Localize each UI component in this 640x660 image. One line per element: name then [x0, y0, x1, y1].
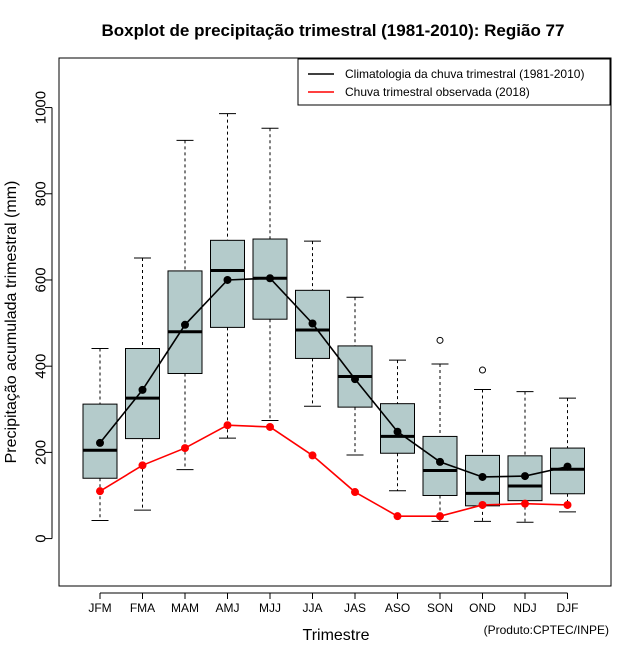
- legend-label-observed: Chuva trimestral observada (2018): [345, 85, 530, 99]
- y-tick-label: 600: [33, 267, 50, 292]
- box-iqr: [550, 447, 585, 495]
- box-mam: [167, 139, 203, 471]
- y-axis: 0 200 400 600 800 1000: [33, 91, 53, 543]
- y-tick-label: 1000: [33, 91, 50, 124]
- observed-point: [96, 487, 104, 496]
- observed-line: [99, 424, 568, 517]
- x-tick-label: MAM: [171, 601, 199, 615]
- x-tick-label: SON: [427, 601, 453, 615]
- chart-title: Boxplot de precipitação trimestral (1981…: [102, 21, 565, 40]
- x-tick-label: FMA: [130, 601, 155, 615]
- climatology-point: [436, 457, 444, 466]
- climatology-point: [393, 427, 402, 436]
- observed-point: [436, 512, 444, 521]
- box-son: [422, 336, 458, 522]
- climatology-point: [351, 375, 359, 384]
- observed-point: [266, 422, 274, 431]
- climatology-point: [181, 320, 189, 329]
- box-ndj: [507, 391, 543, 523]
- climatology-point: [223, 275, 232, 284]
- x-tick-label: JJA: [302, 601, 322, 615]
- box-amj: [210, 113, 245, 439]
- observed-point: [521, 499, 529, 508]
- observed-point: [223, 421, 232, 430]
- observed-point: [563, 500, 572, 509]
- climatology-point: [138, 385, 147, 394]
- climatology-point: [266, 274, 274, 283]
- climatology-point: [521, 472, 529, 481]
- credit-text: (Produto:CPTEC/INPE): [484, 623, 609, 637]
- box-ond: [465, 366, 500, 522]
- x-tick-label: JFM: [88, 601, 111, 615]
- x-axis-label: Trimestre: [303, 627, 370, 644]
- x-axis: JFM FMA MAM AMJ MJJ JJA JAS ASO SON OND NDJ DJF: [88, 592, 579, 615]
- climatology-point: [563, 462, 572, 471]
- x-tick-label: OND: [469, 601, 496, 615]
- legend: Climatologia da chuva trimestral (1981-2…: [297, 58, 611, 106]
- observed-point: [351, 488, 359, 497]
- y-tick-label: 800: [33, 181, 50, 206]
- y-tick-label: 200: [33, 440, 50, 465]
- x-tick-label: NDJ: [513, 601, 536, 615]
- observed-point: [478, 500, 487, 509]
- x-tick-label: JAS: [344, 601, 366, 615]
- climatology-point: [308, 319, 317, 328]
- box-djf: [550, 397, 585, 513]
- x-tick-label: AMJ: [216, 601, 240, 615]
- y-tick-label: 0: [33, 534, 50, 542]
- outlier-point: [436, 336, 444, 344]
- box-aso: [380, 359, 415, 492]
- observed-point: [308, 451, 317, 460]
- legend-frame: [297, 58, 611, 106]
- boxes-layer: [82, 113, 585, 523]
- x-tick-label: DJF: [557, 601, 579, 615]
- plot-area-frame: [58, 57, 612, 587]
- observed-point: [138, 461, 147, 470]
- observed-point: [181, 444, 189, 453]
- box-iqr: [507, 455, 543, 502]
- x-tick-label: MJJ: [259, 601, 281, 615]
- x-tick-label: ASO: [385, 601, 410, 615]
- legend-label-climatology: Climatologia da chuva trimestral (1981-2…: [345, 67, 584, 81]
- y-tick-label: 400: [33, 354, 50, 379]
- climatology-point: [478, 472, 487, 481]
- series-lines-layer: [96, 274, 572, 521]
- observed-point: [393, 512, 402, 521]
- outlier-point: [479, 366, 486, 374]
- climatology-line: [99, 277, 568, 478]
- y-axis-label: Precipitação acumulada trimestral (mm): [3, 181, 20, 464]
- climatology-point: [96, 438, 104, 447]
